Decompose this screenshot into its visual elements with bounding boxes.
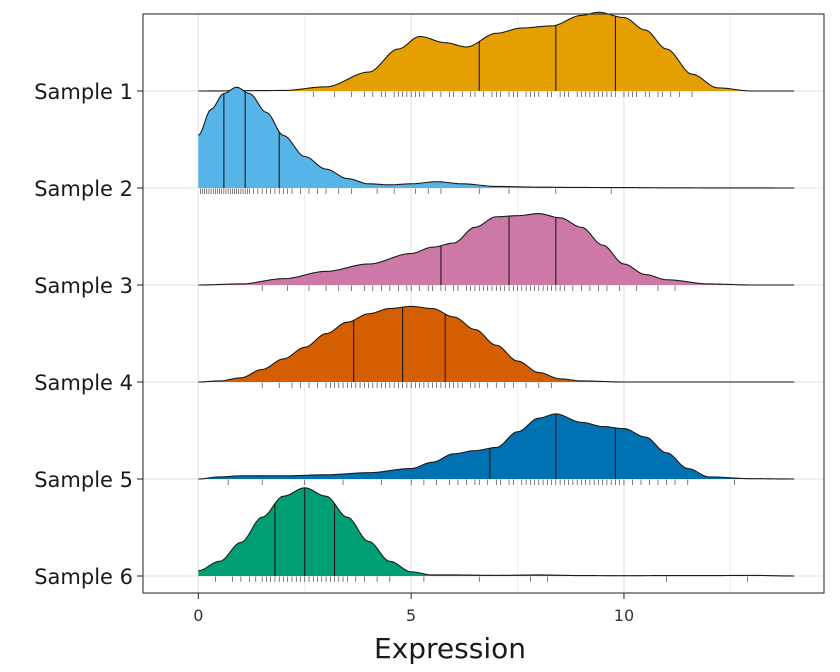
ridge-sample-5 [198,413,795,485]
y-label-sample-6: Sample 6 [34,565,133,589]
ridge-sample-2 [197,86,795,194]
x-axis: 0 5 10 [193,593,634,625]
y-axis-labels: Sample 1 Sample 2 Sample 3 Sample 4 Sample 5… [34,80,143,589]
density-area [198,413,795,479]
ridge-sample-1 [198,11,795,97]
density-area [198,213,795,285]
x-axis-title: Expression [374,632,526,665]
density-area [198,12,795,91]
x-tick-label: 5 [406,606,416,625]
plot-panel-border [142,13,825,594]
density-outline [198,11,795,92]
x-tick-label: 0 [193,606,203,625]
density-outline [198,413,795,480]
y-label-sample-1: Sample 1 [34,80,133,104]
ridge-sample-4 [198,305,795,388]
y-label-sample-4: Sample 4 [34,371,133,395]
y-label-sample-3: Sample 3 [34,274,133,298]
density-outline [198,305,795,383]
density-outline [198,487,795,577]
density-area [198,306,795,382]
ridges [197,11,795,582]
ridge-sample-6 [198,487,795,582]
density-outline [198,213,795,286]
x-tick-label: 10 [614,606,634,625]
density-area [198,487,795,576]
y-label-sample-2: Sample 2 [34,177,133,201]
density-area [198,87,795,188]
y-label-sample-5: Sample 5 [34,468,133,492]
density-outline [197,86,795,189]
ridge-sample-3 [198,213,795,291]
